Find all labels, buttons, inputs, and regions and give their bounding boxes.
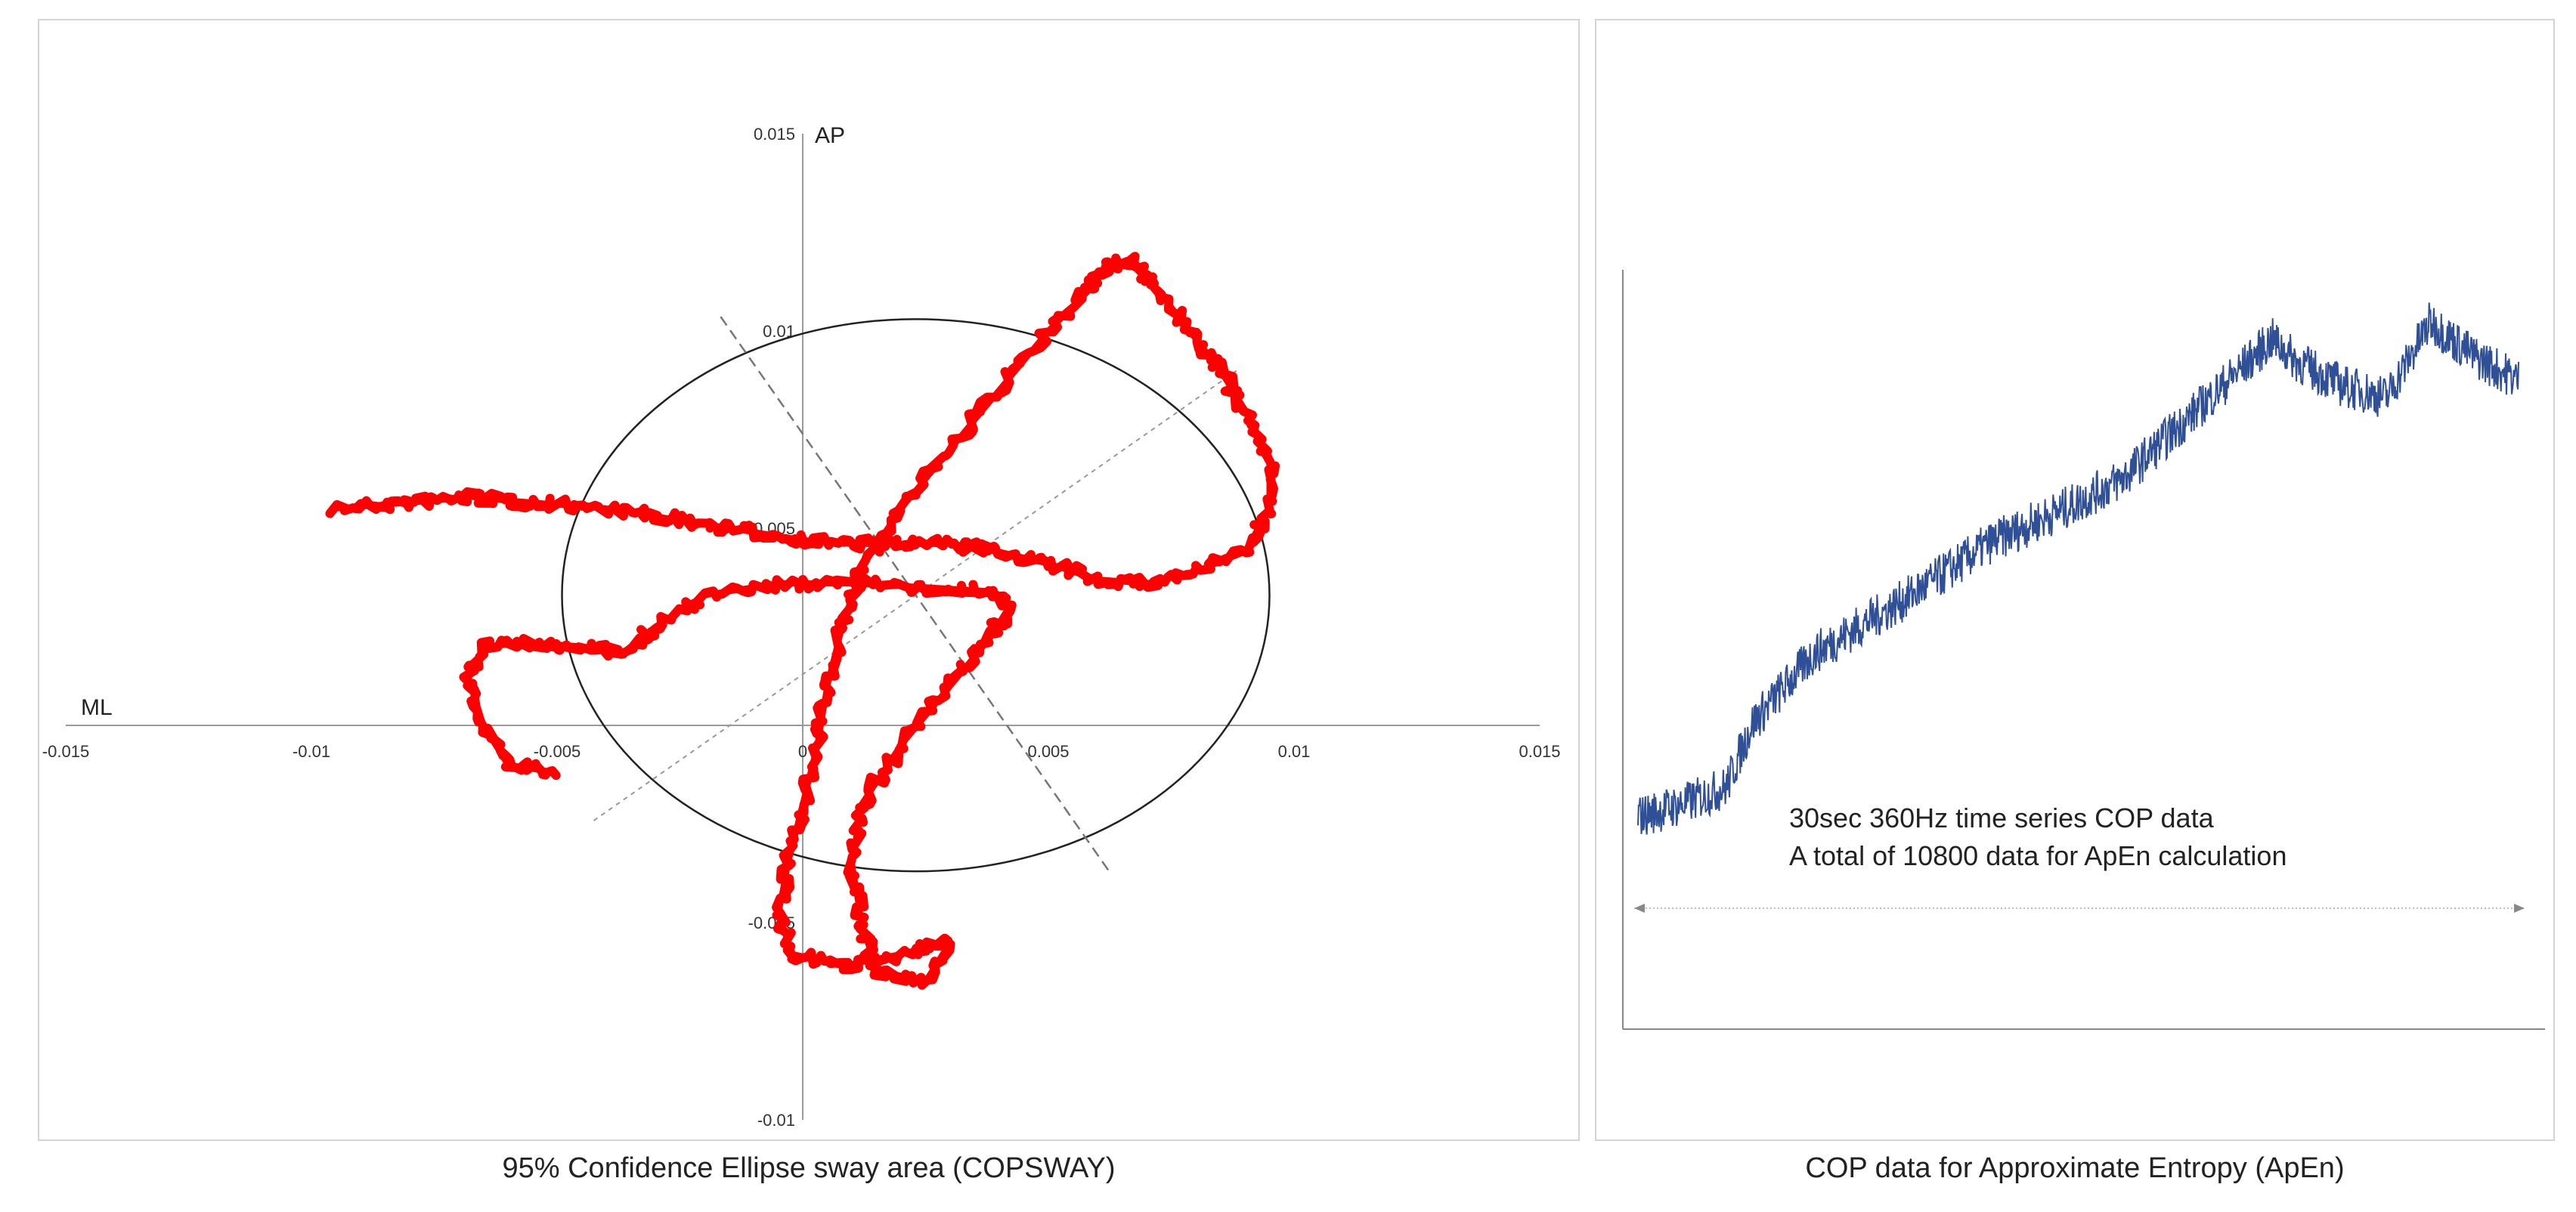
x-tick-label: -0.015 [42,742,89,761]
x-tick-label: 0 [798,742,807,761]
confidence-ellipse [561,318,1271,873]
apen-chart-caption: COP data for Approximate Entropy (ApEn) [1805,1152,2345,1184]
cop-sway-trace-core [336,257,1273,985]
x-tick-label: 0.015 [1519,742,1560,761]
annotation-line-2: A total of 10800 data for ApEn calculati… [1789,840,2287,871]
y-axis-title: AP [815,123,845,148]
duration-span-arrow-right [2514,904,2525,913]
apen-chart: 30sec 360Hz time series COP data A total … [1622,270,2545,1030]
apen-chart-panel: 30sec 360Hz time series COP data A total … [1595,19,2555,1141]
y-tick-label: -0.01 [757,1111,795,1130]
ellipse-minor-axis [720,316,1112,875]
sway-chart-panel: -0.015 -0.01 -0.005 0 0.005 0.01 0.015 0.015 0.0… [38,19,1580,1141]
cop-time-series-line [1637,302,2519,835]
x-tick-label: 0.01 [1278,742,1311,761]
x-tick-label: -0.01 [293,742,330,761]
annotation-line-1: 30sec 360Hz time series COP data [1789,802,2215,833]
x-axis-title: ML [81,695,113,720]
x-tick-label: -0.005 [534,742,581,761]
y-tick-label: 0.015 [754,125,795,144]
duration-span-arrow-left [1634,904,1645,913]
sway-chart: -0.015 -0.01 -0.005 0 0.005 0.01 0.0150.0150.0… [42,123,1561,1130]
x-tick-label: 0.005 [1027,742,1069,761]
sway-chart-caption: 95% Confidence Ellipse sway area (COPSWA… [502,1152,1116,1184]
